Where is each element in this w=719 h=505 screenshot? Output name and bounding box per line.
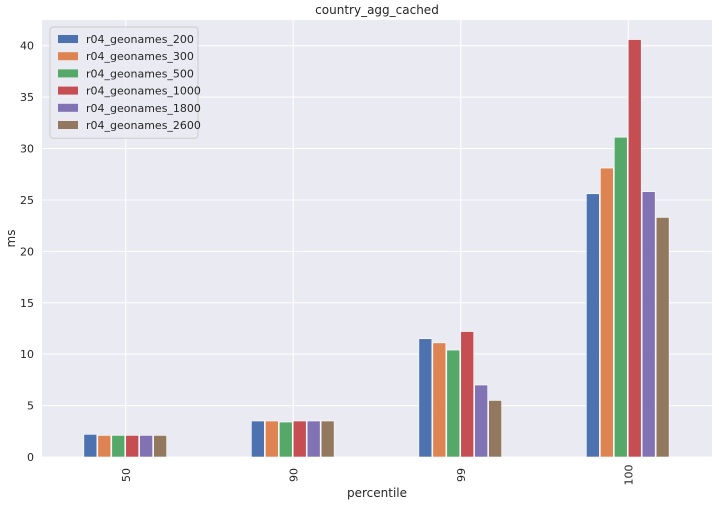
y-tick-label: 5 [27,400,34,413]
y-tick-label: 10 [20,348,34,361]
legend-label: r04_geonames_500 [86,67,194,80]
bars [83,39,670,458]
bar-r04_geonames_1000-100 [627,39,642,458]
legend-swatch [58,121,78,129]
bar-r04_geonames_2600-99 [488,400,502,458]
bar-r04_geonames_200-90 [251,420,265,458]
y-tick-label: 35 [20,91,34,104]
bar-r04_geonames_300-90 [265,420,279,458]
bar-r04_geonames_300-50 [97,435,112,458]
legend-swatch [58,103,78,112]
legend-label: r04_geonames_1800 [86,102,201,115]
bar-r04_geonames_500-99 [446,349,461,458]
y-tick-label: 25 [20,194,34,207]
bar-r04_geonames_2600-50 [153,435,167,458]
x-tick-label: 50 [120,468,133,482]
legend-swatch [58,35,78,43]
bar-r04_geonames_500-50 [111,435,126,458]
bar-r04_geonames_1800-50 [139,435,153,458]
legend-box [49,26,199,139]
y-tick-label: 40 [20,40,34,53]
legend: r04_geonames_200 r04_geonames_300 r04_geon… [49,26,201,139]
bar-r04_geonames_1800-100 [641,191,656,458]
chart-title: country_agg_cached [315,3,439,17]
legend-label: r04_geonames_2600 [86,119,201,132]
legend-label: r04_geonames_200 [86,33,194,46]
y-axis-label: ms [4,230,18,248]
x-axis-label: percentile [347,486,407,500]
x-axis-ticks: 50 90 99 100 [120,465,636,486]
x-tick-label: 90 [287,468,300,482]
bar-r04_geonames_2600-100 [655,217,670,458]
bar-r04_geonames_1800-90 [306,420,321,458]
bar-r04_geonames_200-50 [83,434,98,458]
y-tick-label: 0 [27,451,34,464]
bar-r04_geonames_1000-50 [125,435,140,458]
y-axis-ticks: 0 5 10 15 20 25 30 35 40 [20,40,34,464]
legend-label: r04_geonames_300 [86,50,194,63]
x-tick-label: 99 [455,468,468,482]
bar-r04_geonames_200-99 [418,338,433,458]
y-tick-label: 30 [20,143,34,156]
y-tick-label: 20 [20,245,34,258]
legend-swatch [58,86,78,95]
bar-r04_geonames_1800-99 [474,384,488,458]
bar-r04_geonames_2600-90 [320,420,335,458]
bar-r04_geonames_300-100 [600,167,614,458]
bar-r04_geonames_500-100 [613,136,628,458]
legend-swatch [58,52,78,61]
bar-r04_geonames_500-90 [278,421,293,458]
legend-label: r04_geonames_1000 [86,85,201,98]
x-tick-label: 100 [622,465,635,486]
legend-swatch [58,69,78,78]
bar-r04_geonames_1000-99 [460,331,475,458]
bar-r04_geonames_300-99 [432,342,447,458]
bar-r04_geonames_200-100 [586,193,600,458]
y-tick-label: 15 [20,297,34,310]
bar-r04_geonames_1000-90 [292,420,307,458]
